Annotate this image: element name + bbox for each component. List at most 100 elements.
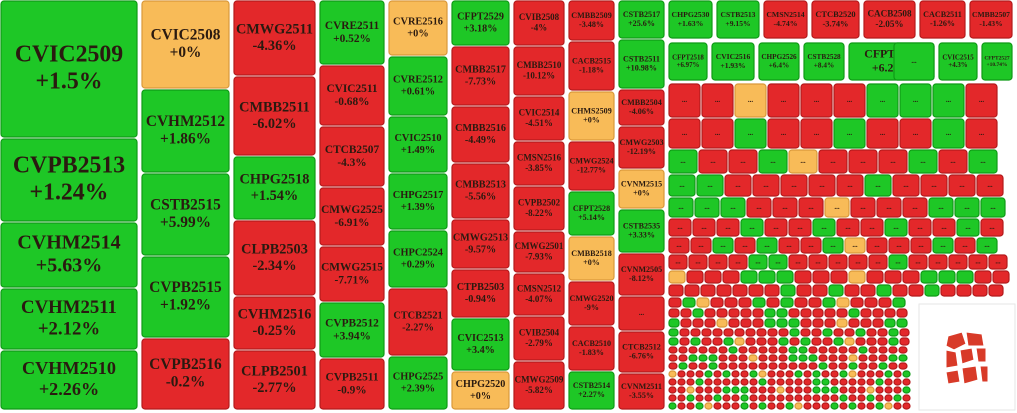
small-tile	[803, 370, 812, 378]
tile-name: CHPG2517	[393, 190, 444, 201]
small-tile	[898, 354, 908, 362]
small-tile	[692, 218, 716, 237]
more-label: ...	[938, 203, 944, 211]
more-label: ...	[791, 181, 797, 189]
more-label: ...	[880, 96, 886, 104]
small-tile	[893, 386, 902, 394]
small-tile	[980, 218, 1004, 237]
tile-value: +0%	[583, 116, 600, 125]
more-label: ...	[763, 181, 769, 189]
more-label: ...	[639, 309, 645, 317]
more-label: ...	[845, 223, 851, 231]
tile-value: +1.49%	[401, 145, 435, 156]
tile-value: +2.39%	[401, 384, 435, 395]
tile	[513, 273, 565, 316]
more-label: ...	[679, 181, 685, 189]
more-label: ...	[890, 157, 896, 165]
tile-name: CSTB2513	[721, 10, 756, 19]
small-tile	[785, 386, 794, 394]
small-tile	[768, 254, 788, 270]
small-tile	[821, 386, 830, 394]
tile	[568, 91, 615, 141]
small-tile	[778, 337, 789, 346]
small-tile	[866, 370, 875, 378]
small-tile	[830, 402, 839, 410]
more-label: ...	[975, 258, 981, 266]
small-tile	[803, 394, 812, 402]
more-label: ...	[715, 258, 721, 266]
small-tile	[734, 237, 756, 254]
tile	[716, 0, 760, 39]
small-tile	[972, 284, 988, 297]
more-label: ...	[896, 241, 902, 249]
small-tile	[780, 284, 796, 297]
small-tile	[844, 284, 860, 297]
tile	[388, 288, 448, 356]
small-tile	[812, 284, 828, 297]
small-tile	[716, 218, 740, 237]
tile-value: +1.92%	[160, 297, 211, 314]
more-label: ...	[964, 203, 970, 211]
small-tile	[734, 83, 767, 118]
tile	[451, 0, 510, 46]
small-tile	[893, 394, 902, 402]
small-tile	[778, 237, 800, 254]
more-label: ...	[764, 241, 770, 249]
small-tile	[690, 337, 701, 346]
small-tile	[866, 83, 899, 118]
more-label: ...	[795, 258, 801, 266]
small-tile	[818, 354, 828, 362]
small-tile	[924, 284, 940, 297]
tile-name: CACB2510	[572, 339, 611, 348]
small-tile	[776, 386, 785, 394]
small-tile	[776, 402, 785, 410]
more-label: ...	[946, 96, 952, 104]
small-tile	[844, 337, 855, 346]
small-tile	[822, 337, 833, 346]
tile	[388, 356, 448, 410]
tile	[388, 56, 448, 116]
small-tile	[684, 284, 700, 297]
tile	[319, 302, 385, 358]
tile-value: +1.54%	[251, 188, 298, 204]
small-tile	[668, 174, 696, 197]
small-tile	[980, 197, 1006, 218]
tile-name: CTCB2512	[622, 342, 661, 351]
small-tile	[788, 308, 800, 318]
more-label: ...	[989, 223, 995, 231]
small-tile	[764, 308, 776, 318]
small-tile	[839, 370, 848, 378]
logo[interactable]	[918, 303, 1016, 411]
small-tile	[908, 218, 932, 237]
more-label: ...	[756, 203, 762, 211]
small-tile	[828, 354, 838, 362]
small-tile	[855, 328, 866, 337]
logo-icon[interactable]	[945, 331, 989, 385]
tile	[711, 42, 755, 81]
small-tile	[884, 218, 908, 237]
tile-name: CVHM2512	[146, 113, 225, 130]
small-tile	[780, 297, 794, 308]
small-tile	[713, 386, 722, 394]
tile-name: CVIC2508	[151, 27, 221, 44]
small-tile	[688, 254, 708, 270]
more-label: ...	[913, 96, 919, 104]
tile-name: CVHM2510	[22, 358, 116, 378]
small-tile	[848, 370, 857, 378]
small-tile	[877, 328, 888, 337]
tile-name: CSTB2511	[623, 54, 660, 63]
small-tile	[808, 174, 836, 197]
tile-name: CSTB2528	[807, 53, 841, 61]
small-tile	[749, 378, 758, 386]
tile-name: CVPB2513	[13, 152, 125, 178]
small-tile	[938, 270, 956, 284]
tile-name: CHMS2509	[571, 106, 611, 115]
tile	[0, 222, 138, 288]
more-label: ...	[987, 181, 993, 189]
small-tile	[860, 308, 872, 318]
tile-name: CVNM2515	[621, 179, 662, 188]
tile-value: +0.52%	[333, 33, 371, 45]
tile	[568, 326, 615, 371]
tile	[513, 141, 565, 186]
small-tile	[838, 354, 848, 362]
